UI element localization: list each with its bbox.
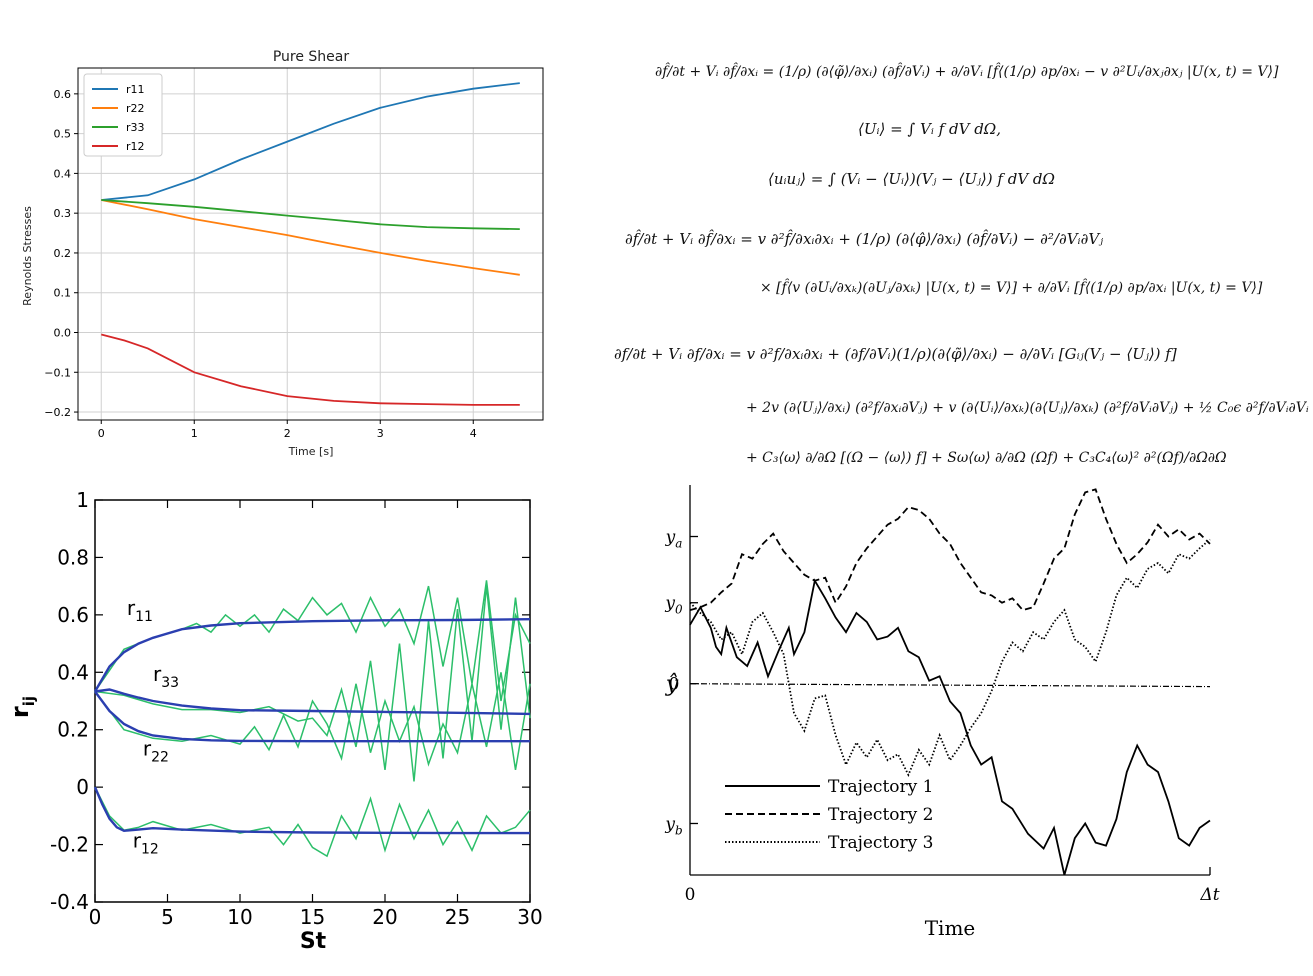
y-tick-label: 0.5 [54, 128, 72, 141]
y-tick-label: 0.6 [54, 88, 72, 101]
legend-label: Trajectory 1 [828, 777, 933, 797]
series-line-r12 [101, 333, 520, 406]
y-tick-label: 0 [669, 675, 680, 695]
noisy-series-line [94, 786, 531, 858]
series-line-r33 [101, 199, 520, 230]
smooth-series-line [93, 786, 530, 835]
annotation-label: r33 [153, 662, 179, 691]
y-tick-label: y0 [664, 594, 683, 617]
trajectories-plot: Time ŷ ya y0 0 yb 0 Δt Trajectory 1 Trajectory … [664, 485, 1220, 940]
x-tick-label: 0 [685, 885, 696, 905]
x-tick-label: 15 [300, 905, 325, 929]
x-axis-label: St [300, 929, 327, 954]
y-tick-label: 1 [76, 488, 89, 512]
equation-4: ∂f̂/∂t + Vᵢ ∂f̂/∂xᵢ = v ∂²f̂/∂xᵢ∂xᵢ + (1… [625, 230, 1104, 248]
annotation-label: r11 [127, 596, 153, 625]
trajectory-line [689, 488, 1211, 612]
rij-vs-st-plot: St rij 0 5 10 15 20 25 30 -0.4 -0.2 0 0.2 0.4 0.6 0.8… [6, 488, 543, 954]
zero-reference-line [689, 683, 1211, 688]
equation-3: ⟨uᵢuⱼ⟩ = ∫ (Vᵢ − ⟨Uᵢ⟩)(Vⱼ − ⟨Uⱼ⟩) f dV d… [768, 170, 1055, 188]
y-tick-label: yb [664, 814, 682, 837]
legend-label: r33 [126, 121, 145, 134]
x-tick-label: 1 [191, 427, 198, 440]
trajectories-chart: Time ŷ ya y0 0 yb 0 Δt Trajectory 1 Trajectory … [600, 480, 1313, 972]
legend-label: Trajectory 3 [828, 833, 933, 853]
y-tick-label: 0.4 [54, 167, 72, 180]
series-line-r22 [101, 199, 520, 276]
legend-label: r12 [126, 140, 145, 153]
x-tick-label: 0 [98, 427, 105, 440]
rij-vs-st-chart: St rij 0 5 10 15 20 25 30 -0.4 -0.2 0 0.2 0.4 0.6 0.8… [0, 480, 560, 972]
y-tick-label: ya [665, 528, 683, 551]
y-tick-label: 0.1 [54, 287, 72, 300]
noisy-series-line [94, 672, 531, 771]
equation-7: + 2v (∂⟨Uⱼ⟩/∂xᵢ) (∂²f/∂xᵢ∂Vⱼ) + v (∂⟨Uᵢ⟩… [746, 400, 1309, 416]
y-tick-label: -0.4 [50, 890, 89, 914]
x-tick-label: 30 [517, 905, 542, 929]
pure-shear-plot: Pure Shear Time [s] Reynolds Stresses 0 1… [21, 49, 544, 458]
smooth-series-line [94, 690, 530, 743]
x-tick-label: Δt [1199, 885, 1219, 905]
trajectory-line [689, 538, 1211, 778]
legend-label: Trajectory 2 [828, 805, 933, 825]
y-tick-label: 0 [76, 775, 89, 799]
y-tick-label: 0.2 [54, 247, 72, 260]
x-tick-label: 3 [377, 427, 384, 440]
y-axis-label: rij [6, 696, 38, 718]
legend-box [83, 73, 163, 157]
legend-label: r22 [126, 102, 145, 115]
equation-2: ⟨Uᵢ⟩ = ∫ Vᵢ f dV dΩ, [858, 120, 1001, 138]
y-tick-label: -0.2 [50, 833, 89, 857]
trajectory-line [689, 578, 1211, 876]
y-tick-label: 0.2 [57, 718, 89, 742]
y-tick-label: −0.1 [44, 366, 71, 379]
annotation-label: r22 [143, 737, 169, 766]
y-tick-label: −0.2 [44, 406, 71, 419]
plot-frame [77, 67, 544, 421]
x-tick-label: 2 [284, 427, 291, 440]
smooth-series-line [93, 618, 531, 693]
x-tick-label: 25 [445, 905, 470, 929]
y-axis-label: Reynolds Stresses [21, 206, 34, 306]
noisy-series-line [94, 580, 531, 702]
y-tick-label: 0.4 [57, 660, 89, 684]
chart-title: Pure Shear [273, 49, 350, 65]
x-tick-label: 5 [161, 905, 174, 929]
y-tick-label: 0.8 [57, 545, 89, 569]
x-tick-label: 4 [470, 427, 477, 440]
series-line-r11 [101, 82, 520, 201]
pure-shear-chart: Pure Shear Time [s] Reynolds Stresses 0 1… [0, 0, 560, 480]
y-tick-label: 0.0 [54, 326, 72, 339]
y-tick-label: 0.3 [54, 207, 72, 220]
annotation-label: r12 [133, 828, 159, 857]
equation-6: ∂f/∂t + Vᵢ ∂f/∂xᵢ = v ∂²f/∂xᵢ∂xᵢ + (∂f/∂… [614, 345, 1177, 363]
legend-label: r11 [126, 83, 145, 96]
x-tick-label: 10 [227, 905, 252, 929]
equation-5: × [f̂⟨v (∂Uᵢ/∂xₖ)(∂Uⱼ/∂xₖ) |U(x, t) = V⟩… [760, 280, 1263, 296]
y-tick-label: 0.6 [57, 603, 89, 627]
x-tick-label: 20 [372, 905, 397, 929]
equation-8: + C₃⟨ω⟩ ∂/∂Ω [(Ω − ⟨ω⟩) f] + Sω⟨ω⟩ ∂/∂Ω … [746, 450, 1227, 466]
svg-text:rij: rij [6, 696, 38, 718]
noisy-series-line [94, 586, 531, 782]
y-axis-label: ŷ [665, 672, 679, 697]
smooth-series-line [94, 688, 531, 716]
x-axis-label: Time [925, 916, 976, 940]
x-axis-label: Time [s] [288, 445, 334, 458]
x-tick-label: 0 [89, 905, 102, 929]
equations-panel: ∂f̂/∂t + Vᵢ ∂f̂/∂xᵢ = (1/ρ) (∂⟨φ̃⟩/∂xᵢ) … [600, 40, 1313, 490]
legend: r11 r22 r33 r12 [83, 73, 163, 157]
equation-1: ∂f̂/∂t + Vᵢ ∂f̂/∂xᵢ = (1/ρ) (∂⟨φ̃⟩/∂xᵢ) … [655, 64, 1279, 80]
